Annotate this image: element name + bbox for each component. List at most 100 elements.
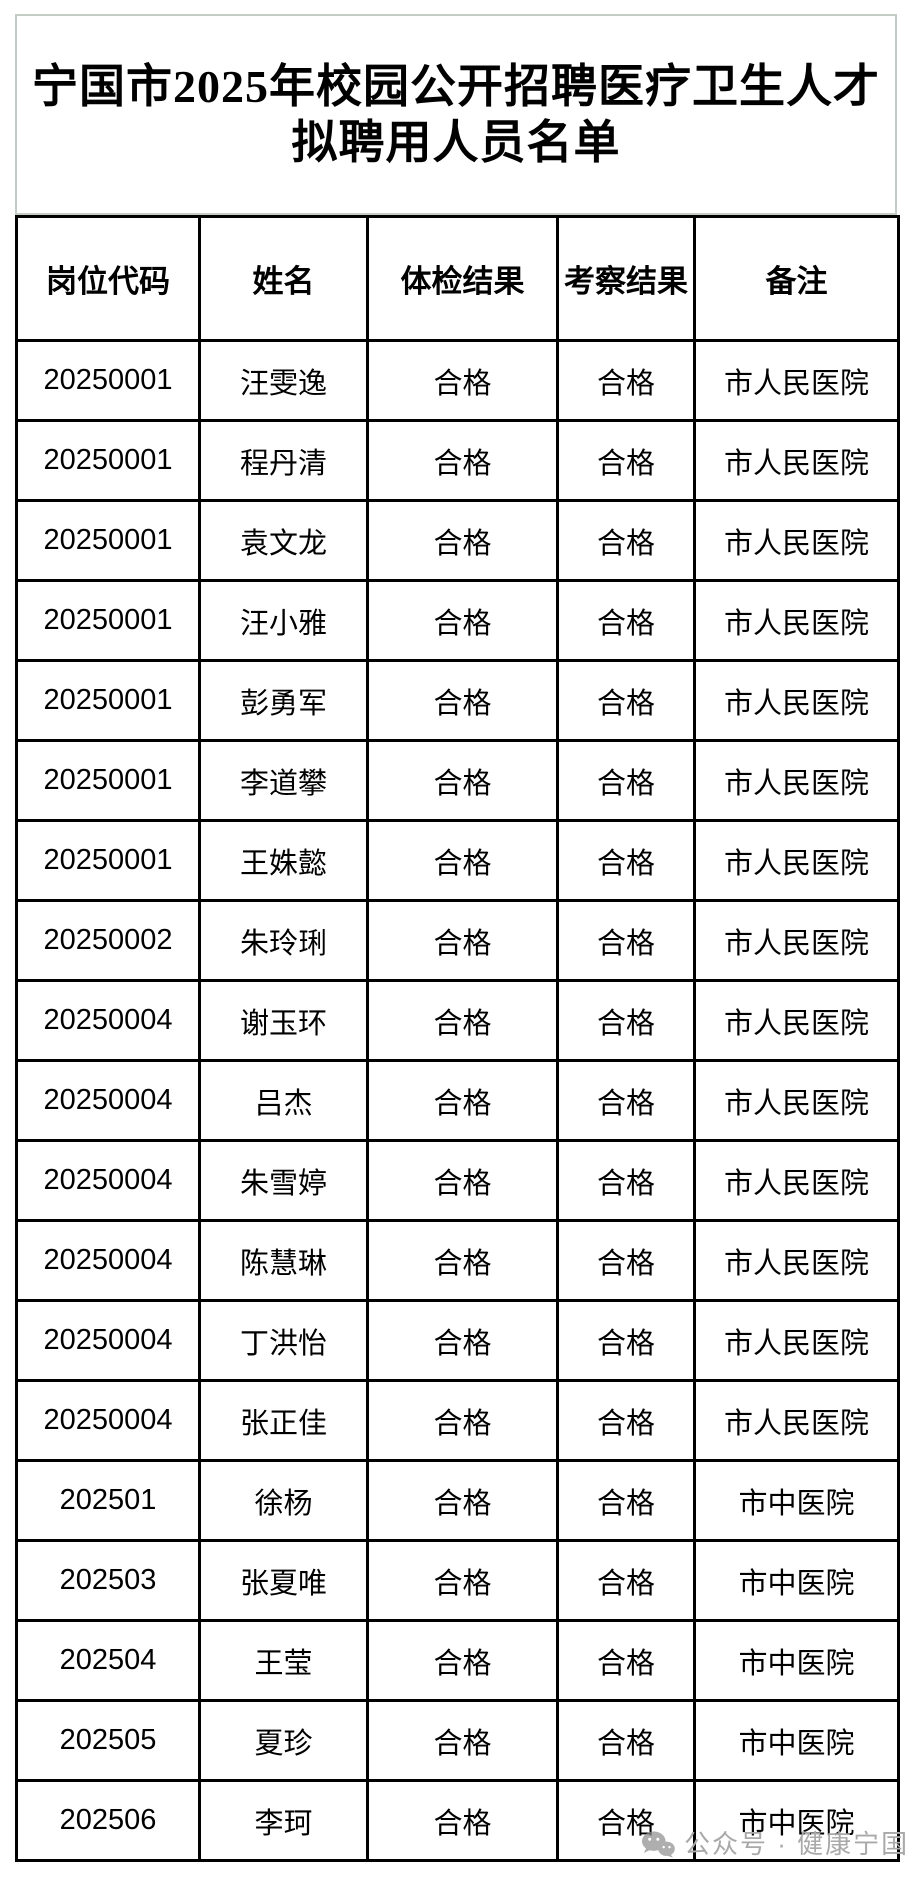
cell-job-code: 202506 xyxy=(15,1779,201,1862)
cell-physical-result: 合格 xyxy=(366,819,559,902)
cell-remarks: 市人民医院 xyxy=(693,1379,900,1462)
cell-remarks: 市人民医院 xyxy=(693,659,900,742)
cell-review-result: 合格 xyxy=(556,659,696,742)
cell-job-code: 20250004 xyxy=(15,1219,201,1302)
cell-job-code: 20250001 xyxy=(15,739,201,822)
cell-name: 丁洪怡 xyxy=(198,1299,369,1382)
cell-name: 彭勇军 xyxy=(198,659,369,742)
cell-review-result: 合格 xyxy=(556,1059,696,1142)
cell-review-result: 合格 xyxy=(556,1379,696,1462)
table-row: 20250001 汪小雅 合格 合格 市人民医院 xyxy=(15,579,900,662)
cell-name: 张正佳 xyxy=(198,1379,369,1462)
cell-remarks: 市人民医院 xyxy=(693,979,900,1062)
cell-name: 朱玲琍 xyxy=(198,899,369,982)
title-block: 宁国市2025年校园公开招聘医疗卫生人才 拟聘用人员名单 xyxy=(15,14,897,215)
cell-job-code: 20250001 xyxy=(15,659,201,742)
cell-review-result: 合格 xyxy=(556,1139,696,1222)
cell-job-code: 20250004 xyxy=(15,1059,201,1142)
cell-review-result: 合格 xyxy=(556,1779,696,1862)
cell-review-result: 合格 xyxy=(556,739,696,822)
cell-remarks: 市人民医院 xyxy=(693,419,900,502)
cell-review-result: 合格 xyxy=(556,979,696,1062)
cell-remarks: 市中医院 xyxy=(693,1459,900,1542)
cell-review-result: 合格 xyxy=(556,819,696,902)
cell-remarks: 市人民医院 xyxy=(693,819,900,902)
cell-physical-result: 合格 xyxy=(366,979,559,1062)
cell-name: 王莹 xyxy=(198,1619,369,1702)
cell-remarks: 市中医院 xyxy=(693,1699,900,1782)
cell-remarks: 市人民医院 xyxy=(693,1219,900,1302)
cell-name: 谢玉环 xyxy=(198,979,369,1062)
cell-job-code: 20250004 xyxy=(15,1139,201,1222)
cell-review-result: 合格 xyxy=(556,899,696,982)
cell-physical-result: 合格 xyxy=(366,579,559,662)
table-row: 202501 徐杨 合格 合格 市中医院 xyxy=(15,1459,900,1542)
table-header-row: 岗位代码 姓名 体检结果 考察结果 备注 xyxy=(15,215,900,342)
cell-review-result: 合格 xyxy=(556,1619,696,1702)
cell-physical-result: 合格 xyxy=(366,1059,559,1142)
table-row: 20250004 陈慧琳 合格 合格 市人民医院 xyxy=(15,1219,900,1302)
hiring-roster-table: 岗位代码 姓名 体检结果 考察结果 备注 20250001 汪雯逸 合格 合格 … xyxy=(15,215,900,1862)
table-row: 202505 夏珍 合格 合格 市中医院 xyxy=(15,1699,900,1782)
table-row: 20250001 彭勇军 合格 合格 市人民医院 xyxy=(15,659,900,742)
cell-physical-result: 合格 xyxy=(366,1619,559,1702)
cell-job-code: 20250004 xyxy=(15,979,201,1062)
table-row: 20250004 吕杰 合格 合格 市人民医院 xyxy=(15,1059,900,1142)
cell-job-code: 20250002 xyxy=(15,899,201,982)
cell-review-result: 合格 xyxy=(556,1539,696,1622)
cell-job-code: 20250001 xyxy=(15,819,201,902)
cell-job-code: 20250001 xyxy=(15,339,201,422)
cell-name: 汪雯逸 xyxy=(198,339,369,422)
column-header-remarks: 备注 xyxy=(693,215,900,342)
cell-name: 袁文龙 xyxy=(198,499,369,582)
cell-review-result: 合格 xyxy=(556,419,696,502)
cell-name: 汪小雅 xyxy=(198,579,369,662)
column-header-name: 姓名 xyxy=(198,215,369,342)
cell-physical-result: 合格 xyxy=(366,499,559,582)
cell-name: 夏珍 xyxy=(198,1699,369,1782)
cell-job-code: 20250001 xyxy=(15,499,201,582)
cell-name: 陈慧琳 xyxy=(198,1219,369,1302)
page-title-line2: 拟聘用人员名单 xyxy=(291,116,621,168)
cell-review-result: 合格 xyxy=(556,499,696,582)
cell-review-result: 合格 xyxy=(556,1699,696,1782)
cell-physical-result: 合格 xyxy=(366,1779,559,1862)
cell-physical-result: 合格 xyxy=(366,1459,559,1542)
cell-physical-result: 合格 xyxy=(366,1379,559,1462)
page-title-line1: 宁国市2025年校园公开招聘医疗卫生人才 xyxy=(32,60,880,112)
cell-remarks: 市人民医院 xyxy=(693,739,900,822)
cell-job-code: 202503 xyxy=(15,1539,201,1622)
cell-job-code: 20250001 xyxy=(15,579,201,662)
cell-physical-result: 合格 xyxy=(366,739,559,822)
table-row: 20250001 李道攀 合格 合格 市人民医院 xyxy=(15,739,900,822)
table-row: 20250001 汪雯逸 合格 合格 市人民医院 xyxy=(15,339,900,422)
cell-remarks: 市人民医院 xyxy=(693,339,900,422)
cell-job-code: 202505 xyxy=(15,1699,201,1782)
cell-remarks: 市中医院 xyxy=(693,1619,900,1702)
column-header-job-code: 岗位代码 xyxy=(15,215,201,342)
cell-review-result: 合格 xyxy=(556,339,696,422)
cell-name: 朱雪婷 xyxy=(198,1139,369,1222)
cell-name: 李珂 xyxy=(198,1779,369,1862)
cell-remarks: 市人民医院 xyxy=(693,579,900,662)
cell-physical-result: 合格 xyxy=(366,1699,559,1782)
table-row: 20250004 朱雪婷 合格 合格 市人民医院 xyxy=(15,1139,900,1222)
cell-physical-result: 合格 xyxy=(366,899,559,982)
cell-physical-result: 合格 xyxy=(366,1539,559,1622)
table-row: 202503 张夏唯 合格 合格 市中医院 xyxy=(15,1539,900,1622)
cell-job-code: 202504 xyxy=(15,1619,201,1702)
cell-review-result: 合格 xyxy=(556,1459,696,1542)
cell-job-code: 20250004 xyxy=(15,1299,201,1382)
table-row: 20250004 张正佳 合格 合格 市人民医院 xyxy=(15,1379,900,1462)
cell-remarks: 市中医院 xyxy=(693,1539,900,1622)
cell-job-code: 20250001 xyxy=(15,419,201,502)
cell-physical-result: 合格 xyxy=(366,659,559,742)
cell-remarks: 市人民医院 xyxy=(693,899,900,982)
cell-physical-result: 合格 xyxy=(366,419,559,502)
cell-physical-result: 合格 xyxy=(366,1139,559,1222)
cell-review-result: 合格 xyxy=(556,1219,696,1302)
table-row: 20250001 程丹清 合格 合格 市人民医院 xyxy=(15,419,900,502)
cell-name: 王姝懿 xyxy=(198,819,369,902)
cell-remarks: 市人民医院 xyxy=(693,1299,900,1382)
